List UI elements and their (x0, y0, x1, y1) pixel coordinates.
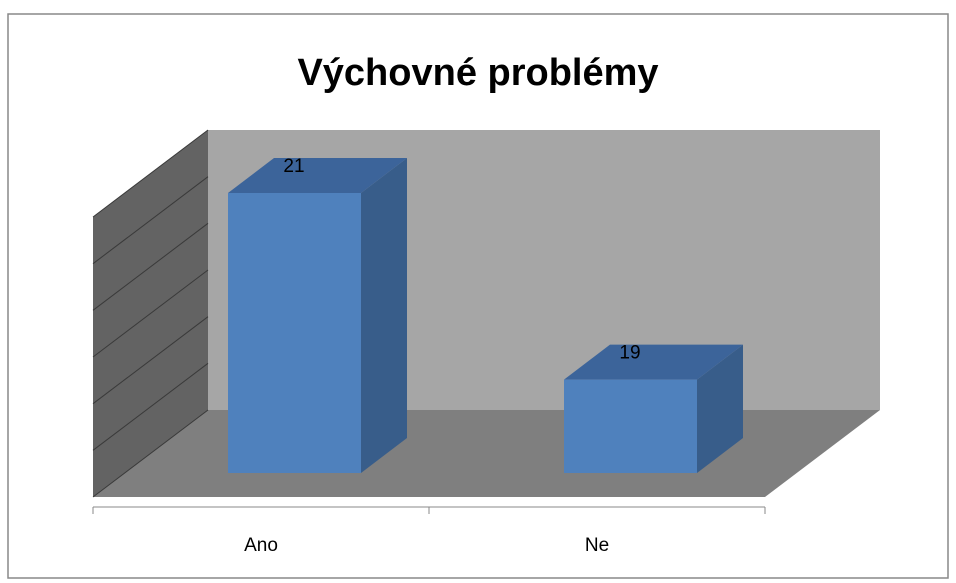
data-label: 19 (619, 343, 640, 364)
x-tick-label: Ne (585, 535, 609, 556)
grid-line (92, 362, 209, 451)
bar (228, 158, 407, 473)
bar-side (361, 158, 407, 473)
grid-line (92, 176, 209, 265)
grid-line (92, 269, 209, 358)
bar-front (564, 379, 697, 473)
x-tick-label: Ano (244, 535, 278, 556)
floor (93, 410, 880, 497)
bar-side (697, 344, 743, 473)
bar-top (564, 344, 743, 380)
grid-line (92, 409, 209, 498)
grid-line (92, 129, 209, 218)
bar-front (228, 193, 361, 473)
chart-title: Výchovné problémy (297, 52, 658, 94)
data-label: 21 (283, 156, 304, 177)
grid-line (92, 222, 209, 311)
bar (564, 344, 743, 473)
grid-line (92, 316, 209, 405)
bar-top (228, 158, 407, 193)
